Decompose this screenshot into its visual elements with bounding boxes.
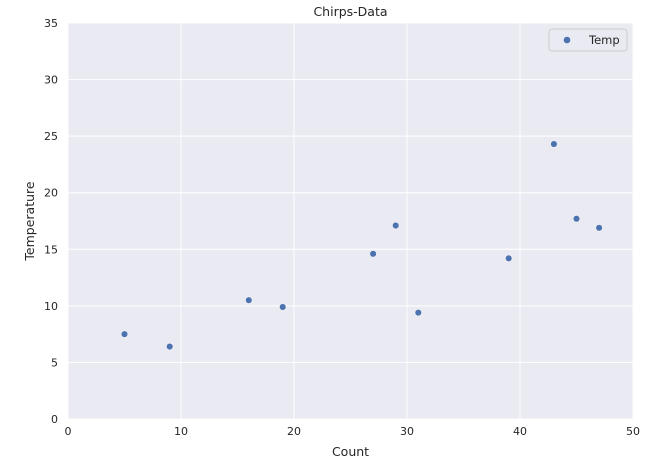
data-point bbox=[120, 330, 129, 338]
x-tick-label: 20 bbox=[287, 425, 301, 438]
data-point bbox=[414, 309, 422, 317]
data-point bbox=[550, 140, 558, 148]
x-tick-label: 50 bbox=[626, 425, 640, 438]
x-axis-label: Count bbox=[332, 444, 369, 459]
y-tick-label: 25 bbox=[44, 130, 58, 143]
y-tick-label: 15 bbox=[44, 243, 58, 256]
x-tick-label: 10 bbox=[174, 425, 188, 438]
y-axis-label: Temperature bbox=[22, 181, 37, 261]
chart-title: Chirps-Data bbox=[313, 4, 387, 19]
data-point bbox=[505, 254, 513, 262]
x-tick-label: 0 bbox=[65, 425, 72, 438]
x-tick-label: 30 bbox=[400, 425, 414, 438]
y-axis-ticks: 0 5 10 15 20 25 30 35 bbox=[44, 17, 58, 426]
y-tick-label: 10 bbox=[44, 300, 58, 313]
y-tick-label: 0 bbox=[51, 413, 58, 426]
y-tick-label: 20 bbox=[44, 187, 58, 200]
y-tick-label: 5 bbox=[51, 356, 58, 369]
data-point bbox=[166, 343, 174, 351]
data-point bbox=[572, 215, 581, 223]
data-point bbox=[369, 250, 377, 258]
data-point bbox=[392, 221, 400, 230]
x-axis-ticks: 0 10 20 30 40 50 bbox=[65, 425, 641, 438]
x-tick-label: 40 bbox=[513, 425, 527, 438]
plot-area bbox=[68, 23, 633, 419]
data-points bbox=[120, 140, 603, 351]
grid-lines bbox=[67, 22, 634, 420]
data-point bbox=[279, 303, 287, 311]
legend-marker-temp bbox=[563, 36, 571, 44]
legend: Temp bbox=[548, 28, 628, 52]
y-tick-label: 30 bbox=[44, 74, 58, 87]
data-point bbox=[245, 296, 253, 304]
y-tick-label: 35 bbox=[44, 17, 58, 30]
legend-label-temp: Temp bbox=[588, 33, 620, 47]
data-point bbox=[595, 224, 603, 232]
legend-box bbox=[548, 28, 628, 52]
